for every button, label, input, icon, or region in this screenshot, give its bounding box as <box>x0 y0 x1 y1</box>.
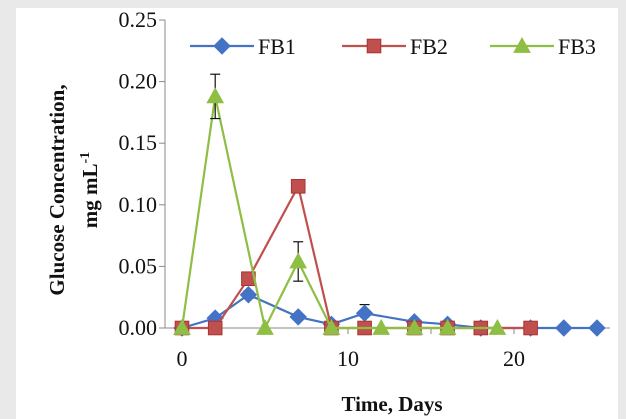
y-axis-unit-superscript: -1 <box>78 152 93 164</box>
data-point-fb3 <box>488 318 507 335</box>
data-point-fb3 <box>372 318 391 335</box>
chart-panel <box>16 8 618 419</box>
data-point-fb3 <box>256 318 274 335</box>
y-axis-unit-label: mg mL <box>78 163 102 228</box>
y-tick-label: 0.25 <box>119 7 158 32</box>
x-tick-label: 0 <box>177 346 188 371</box>
data-point-fb1 <box>555 319 573 337</box>
series-layer <box>173 73 606 337</box>
data-point-fb1 <box>588 319 606 337</box>
y-tick-label: 0.15 <box>119 130 158 155</box>
data-point-fb2 <box>207 320 223 336</box>
x-tick-label: 10 <box>337 346 359 371</box>
series-line-fb3 <box>180 96 498 332</box>
legend-entry-fb2: FB2 <box>342 34 448 59</box>
data-point-fb3 <box>405 318 424 335</box>
y-axis-title-line1: Glucose Concentration, <box>45 84 69 295</box>
legend-label: FB2 <box>410 34 448 59</box>
axes <box>159 19 610 334</box>
data-point-fb3 <box>438 318 457 335</box>
data-point-fb1 <box>239 286 258 304</box>
y-axis-title: Glucose Concentration, <box>45 84 69 295</box>
legend-label: FB1 <box>258 34 296 59</box>
y-tick-label: 0.10 <box>119 192 158 217</box>
y-tick-label: 0.00 <box>119 315 158 340</box>
y-axis-title-unit: mg mL-1 <box>78 152 102 228</box>
y-axis-unit-text: mg mL-1 <box>78 152 102 228</box>
series-line-fb2 <box>182 183 531 330</box>
data-point-fb1 <box>355 304 374 322</box>
data-point-fb3 <box>206 87 225 104</box>
data-point-fb1 <box>289 308 307 326</box>
legend-label: FB3 <box>558 34 596 59</box>
data-point-fb3 <box>289 252 308 269</box>
data-point-fb2 <box>290 179 306 194</box>
series-fb3 <box>173 73 507 335</box>
y-tick-label: 0.20 <box>119 69 158 94</box>
legend-entry-fb3: FB3 <box>490 34 596 59</box>
data-point-fb3 <box>322 318 341 335</box>
data-point-fb3 <box>173 318 191 335</box>
legend: FB1 FB2 FB3 <box>190 34 596 59</box>
y-tick-label: 0.05 <box>119 253 158 278</box>
x-tick-label: 20 <box>503 346 525 371</box>
legend-marker <box>513 36 531 53</box>
legend-marker <box>366 38 382 54</box>
data-point-fb2 <box>523 320 538 336</box>
legend-marker <box>213 37 231 55</box>
series-fb2 <box>174 179 538 336</box>
tick-labels: 0.00 0.05 0.10 0.15 0.20 0.25 0 10 20 <box>119 7 526 371</box>
x-axis-title: Time, Days <box>341 392 442 416</box>
legend-entry-fb1: FB1 <box>190 34 296 59</box>
